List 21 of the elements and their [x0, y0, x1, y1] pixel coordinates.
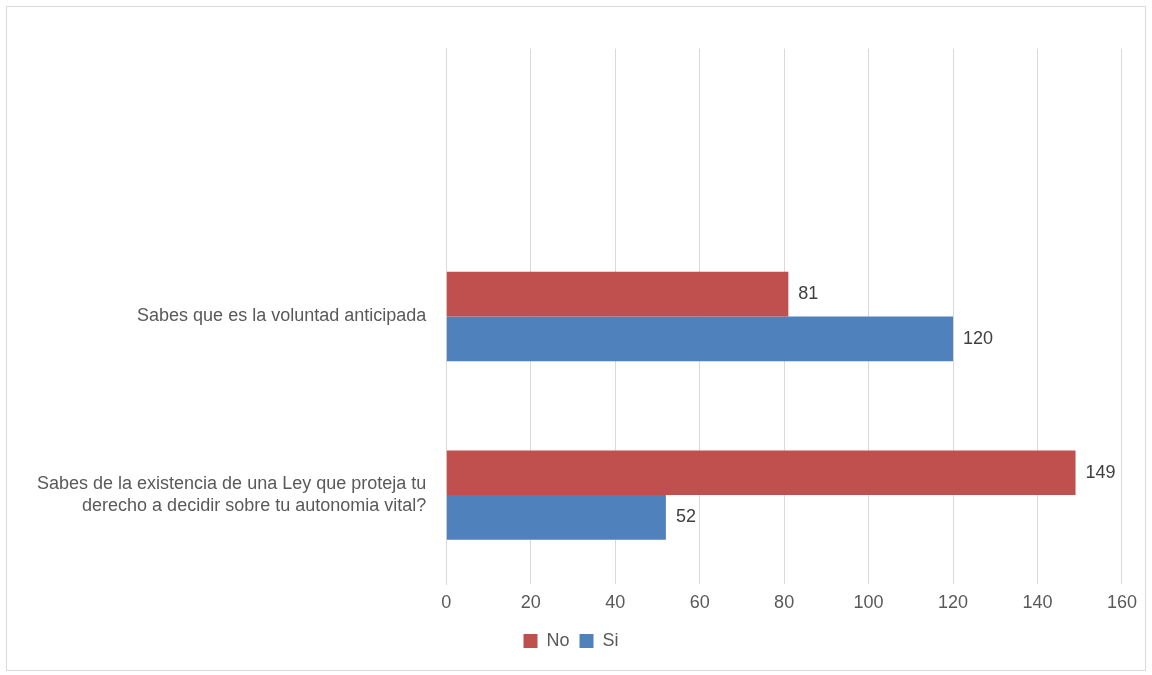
x-tick-label: 160 [1106, 592, 1138, 613]
y-tick-label: Sabes que es la voluntad anticipada [137, 305, 428, 326]
legend-label: Si [602, 629, 619, 650]
x-tick-label: 120 [938, 592, 969, 613]
data-label: 120 [963, 327, 994, 348]
x-tick-label: 0 [441, 592, 452, 613]
data-label: 149 [1085, 461, 1116, 482]
x-tick-label: 100 [853, 592, 884, 613]
x-tick-label: 40 [605, 592, 626, 613]
x-tick-label: 20 [520, 592, 541, 613]
bar [446, 271, 789, 317]
bar [446, 495, 666, 540]
data-label: 81 [798, 283, 819, 304]
bar [446, 450, 1076, 496]
y-tick-label: Sabes de la existencia de una Ley que proteja tu derecho a decidir sobre tu autonomia vital? [37, 473, 427, 515]
legend-label: No [546, 629, 570, 650]
x-tick-label: 140 [1022, 592, 1053, 613]
bar [446, 316, 954, 362]
x-tick-label: 80 [774, 592, 795, 613]
x-tick-label: 60 [689, 592, 710, 613]
data-label: 52 [675, 506, 696, 527]
